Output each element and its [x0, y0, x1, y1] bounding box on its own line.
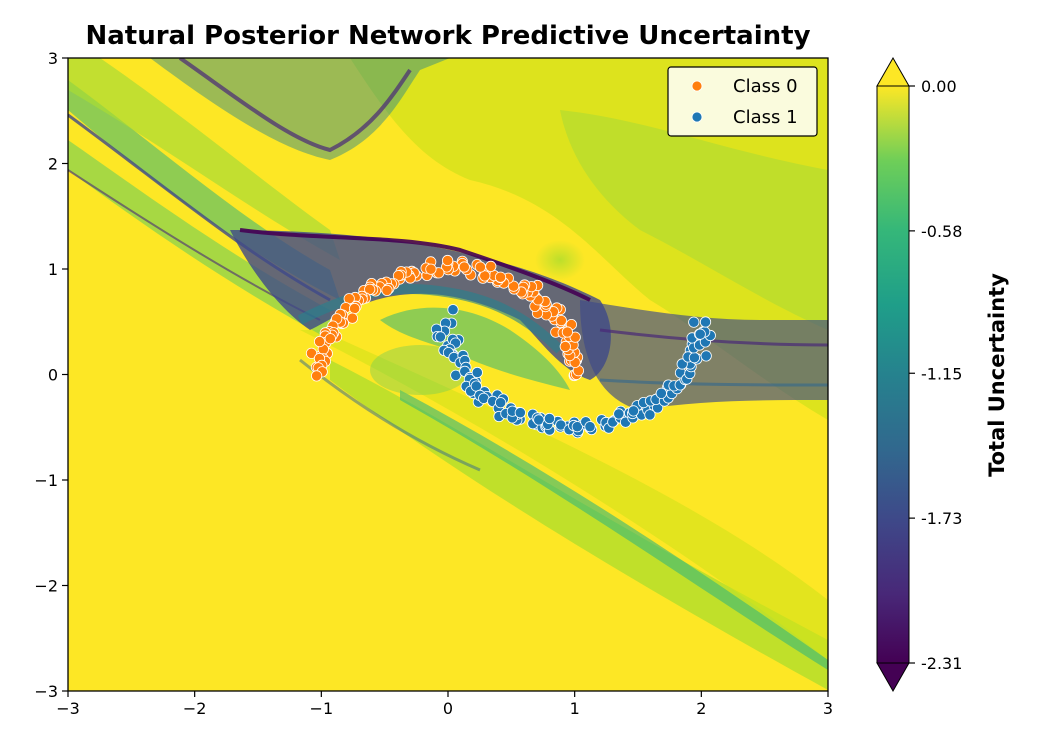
data-point-class-0 — [324, 333, 336, 345]
data-point-class-1 — [555, 419, 567, 431]
colorbar-extend-top — [876, 56, 910, 87]
data-point-class-1 — [543, 412, 556, 425]
data-point-class-0 — [494, 271, 507, 283]
y-tick-label: 0 — [48, 366, 58, 385]
data-point-class-0 — [479, 270, 491, 282]
data-point-class-0 — [305, 347, 318, 359]
colorbar-extend-bottom — [876, 662, 910, 693]
data-point-class-0 — [559, 340, 571, 353]
legend: Class 0 Class 1 — [667, 66, 818, 137]
x-tick-label: −3 — [56, 699, 80, 718]
data-point-class-0 — [313, 335, 326, 348]
colorbar-gradient — [876, 85, 910, 664]
data-point-class-0 — [425, 263, 437, 275]
data-point-class-1 — [494, 397, 507, 409]
colorbar-tick-label: -2.31 — [921, 654, 962, 673]
scatter-points — [305, 254, 716, 439]
data-point-class-0 — [561, 326, 574, 338]
data-point-class-0 — [310, 370, 323, 382]
data-point-class-1 — [470, 380, 482, 392]
data-point-class-1 — [514, 407, 526, 419]
data-point-class-1 — [533, 414, 545, 426]
data-point-class-0 — [485, 260, 497, 272]
legend-marker-class-0 — [691, 80, 703, 92]
colorbar-tick-label: 0.00 — [921, 77, 957, 96]
data-point-class-1 — [699, 316, 712, 328]
data-point-class-1 — [613, 408, 625, 420]
y-axis: −3 −2 −1 0 1 2 3 — [34, 49, 68, 701]
y-tick-label: −3 — [34, 682, 58, 701]
legend-label-class-1: Class 1 — [733, 107, 798, 128]
x-tick-label: 2 — [696, 699, 706, 718]
y-tick-label: 2 — [48, 155, 58, 174]
x-axis: −3 −2 −1 0 1 2 3 — [56, 691, 833, 718]
data-point-class-0 — [569, 331, 581, 343]
data-point-class-1 — [700, 350, 712, 362]
x-tick-label: −1 — [310, 699, 334, 718]
colorbar-tick-label: -1.73 — [921, 509, 962, 528]
data-point-class-1 — [434, 331, 446, 343]
data-point-class-1 — [644, 409, 656, 421]
data-point-class-1 — [471, 366, 483, 379]
data-point-class-0 — [348, 302, 361, 315]
data-point-class-1 — [584, 421, 596, 433]
colorbar-label: Total Uncertainty — [985, 273, 1009, 477]
data-point-class-0 — [441, 254, 454, 267]
y-tick-label: −1 — [34, 471, 58, 490]
data-point-class-0 — [458, 261, 470, 273]
y-tick-label: −2 — [34, 577, 58, 596]
data-point-class-0 — [381, 284, 393, 296]
legend-marker-class-1 — [691, 111, 703, 123]
x-tick-label: 3 — [823, 699, 833, 718]
x-tick-label: −2 — [183, 699, 207, 718]
colorbar-tick-label: -0.58 — [921, 222, 962, 241]
data-point-class-0 — [474, 261, 486, 273]
data-point-class-1 — [694, 328, 706, 340]
colorbar: 0.00 -0.58 -1.15 -1.73 -2.31 Total Uncertain… — [876, 56, 1009, 693]
chart-title: Natural Posterior Network Predictive Unc… — [85, 21, 810, 51]
x-tick-label: 0 — [443, 699, 453, 718]
uncertainty-heatmap — [68, 58, 828, 691]
data-point-class-1 — [688, 352, 701, 364]
data-point-class-0 — [346, 312, 358, 324]
y-tick-label: 1 — [48, 260, 58, 279]
data-point-class-1 — [655, 387, 667, 399]
y-tick-label: 3 — [48, 49, 58, 68]
data-point-class-1 — [688, 316, 700, 328]
legend-label-class-0: Class 0 — [733, 76, 798, 97]
data-point-class-1 — [571, 421, 583, 433]
data-point-class-1 — [447, 304, 459, 316]
x-tick-label: 1 — [570, 699, 580, 718]
data-point-class-0 — [555, 314, 567, 327]
colorbar-tick-label: -1.15 — [921, 364, 962, 383]
data-point-class-1 — [627, 405, 640, 417]
